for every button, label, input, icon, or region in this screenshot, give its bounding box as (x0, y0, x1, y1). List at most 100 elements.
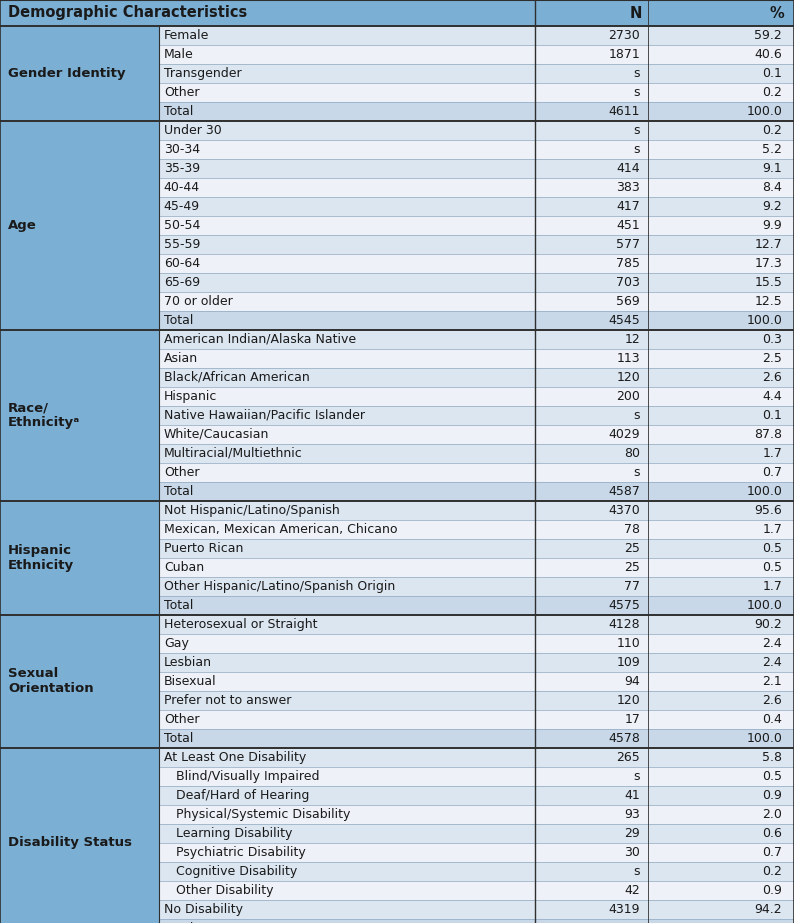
Bar (648, 102, 794, 121)
Bar (159, 539, 535, 558)
Bar (648, 197, 794, 216)
Bar (648, 273, 794, 292)
Bar (648, 292, 794, 311)
Bar (159, 710, 535, 729)
Bar (648, 786, 794, 805)
Text: 42: 42 (624, 884, 640, 897)
Text: 100.0: 100.0 (746, 105, 782, 118)
Bar (535, 596, 648, 615)
Text: 95.6: 95.6 (754, 504, 782, 517)
Bar (159, 45, 535, 64)
Text: 60-64: 60-64 (164, 257, 200, 270)
Bar (535, 444, 648, 463)
Bar (159, 178, 535, 197)
Text: 0.5: 0.5 (762, 561, 782, 574)
Bar (159, 64, 535, 83)
Text: 414: 414 (616, 162, 640, 175)
Text: 451: 451 (616, 219, 640, 232)
Bar (159, 83, 535, 102)
Text: 15.5: 15.5 (754, 276, 782, 289)
Text: Male: Male (164, 48, 194, 61)
Bar (0, 615, 159, 748)
Text: 0.7: 0.7 (762, 846, 782, 859)
Text: Other: Other (164, 86, 199, 99)
Text: 17: 17 (624, 713, 640, 726)
Text: 45-49: 45-49 (164, 200, 200, 213)
Bar (159, 767, 535, 786)
Bar (648, 520, 794, 539)
Bar (159, 672, 535, 691)
Bar (159, 368, 535, 387)
Text: Asian: Asian (164, 352, 198, 365)
Text: 12.7: 12.7 (754, 238, 782, 251)
Bar (159, 425, 535, 444)
Text: 417: 417 (616, 200, 640, 213)
Text: 2.5: 2.5 (762, 352, 782, 365)
Text: Native Hawaiian/Pacific Islander: Native Hawaiian/Pacific Islander (164, 409, 364, 422)
Bar (159, 121, 535, 140)
Text: 5.2: 5.2 (762, 143, 782, 156)
Text: Demographic Characteristics: Demographic Characteristics (8, 6, 247, 20)
Bar (648, 748, 794, 767)
Bar (648, 881, 794, 900)
Text: s: s (634, 770, 640, 783)
Text: 40-44: 40-44 (164, 181, 200, 194)
Bar (648, 900, 794, 919)
Bar (159, 444, 535, 463)
Bar (648, 672, 794, 691)
Text: 4319: 4319 (608, 903, 640, 916)
Text: Hispanic: Hispanic (164, 390, 217, 403)
Text: 55-59: 55-59 (164, 238, 200, 251)
Text: Mexican, Mexican American, Chicano: Mexican, Mexican American, Chicano (164, 523, 397, 536)
Text: Total: Total (164, 485, 193, 498)
Bar (648, 330, 794, 349)
Text: 5.8: 5.8 (762, 751, 782, 764)
Text: 2.4: 2.4 (762, 656, 782, 669)
Bar (535, 254, 648, 273)
Bar (535, 216, 648, 235)
Bar (648, 121, 794, 140)
Bar (159, 387, 535, 406)
Text: White/Caucasian: White/Caucasian (164, 428, 269, 441)
Bar (535, 159, 648, 178)
Text: 65-69: 65-69 (164, 276, 200, 289)
Text: 35-39: 35-39 (164, 162, 200, 175)
Text: 1.7: 1.7 (762, 580, 782, 593)
Text: 70 or older: 70 or older (164, 295, 233, 308)
Bar (535, 273, 648, 292)
Bar (159, 653, 535, 672)
Bar (648, 767, 794, 786)
Text: 0.2: 0.2 (762, 865, 782, 878)
Bar (535, 653, 648, 672)
Bar (535, 501, 648, 520)
Bar (648, 577, 794, 596)
Text: %: % (769, 6, 784, 20)
Text: Other Disability: Other Disability (164, 884, 273, 897)
Bar (535, 140, 648, 159)
Text: s: s (634, 409, 640, 422)
Text: 2.0: 2.0 (762, 808, 782, 821)
Text: 100.0: 100.0 (746, 485, 782, 498)
Text: 0.6: 0.6 (762, 827, 782, 840)
Text: 2.4: 2.4 (762, 637, 782, 650)
Text: 2.6: 2.6 (762, 371, 782, 384)
Text: 4128: 4128 (608, 618, 640, 631)
Text: s: s (634, 466, 640, 479)
Bar (535, 900, 648, 919)
Bar (159, 786, 535, 805)
Text: s: s (634, 86, 640, 99)
Bar (535, 235, 648, 254)
Bar (535, 482, 648, 501)
Bar (648, 387, 794, 406)
Bar (159, 615, 535, 634)
Text: s: s (634, 143, 640, 156)
Text: 383: 383 (616, 181, 640, 194)
Bar (648, 425, 794, 444)
Text: 569: 569 (616, 295, 640, 308)
Text: Other: Other (164, 713, 199, 726)
Bar (535, 634, 648, 653)
Bar (0, 501, 159, 615)
Bar (159, 254, 535, 273)
Text: American Indian/Alaska Native: American Indian/Alaska Native (164, 333, 356, 346)
Bar (159, 292, 535, 311)
